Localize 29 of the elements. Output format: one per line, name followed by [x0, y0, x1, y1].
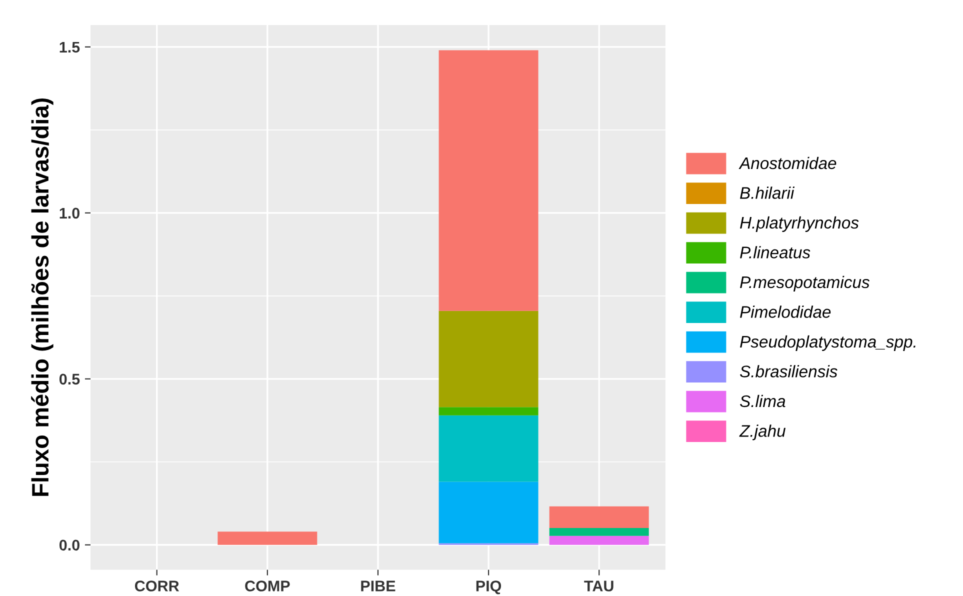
- bar: [438, 415, 538, 482]
- y-tick-label: 0.0: [59, 540, 80, 551]
- legend-label: B.hilarii: [740, 186, 795, 199]
- legend-label: S.brasiliensis: [740, 365, 838, 378]
- bar: [438, 310, 538, 408]
- legend-label: Pimelodidae: [740, 306, 831, 318]
- y-axis-title: Fluxo médio (milhões de larvas/dia): [31, 98, 54, 496]
- y-tick-label: 0.5: [59, 374, 80, 385]
- bar: [438, 50, 538, 311]
- x-tick-label: CORR: [134, 580, 180, 592]
- x-tick-label: COMP: [245, 580, 290, 592]
- legend-label: Pseudoplatystoma_spp.: [740, 335, 916, 351]
- bar: [438, 482, 538, 544]
- x-tick-label: TAU: [584, 580, 614, 592]
- bar: [218, 532, 318, 545]
- legend-label: P.lineatus: [740, 246, 810, 258]
- legend-label: S.lima: [740, 394, 786, 408]
- legend-label: Anostomidae: [738, 156, 836, 170]
- legend-label: H.platyrhynchos: [740, 216, 859, 232]
- x-tick-label: PIQ: [476, 580, 502, 594]
- bar: [549, 536, 649, 545]
- bar: [438, 407, 538, 416]
- y-tick-label: 1.5: [60, 42, 80, 53]
- bar: [549, 528, 649, 536]
- legend-label: P.mesopotamicus: [740, 276, 870, 292]
- y-tick-label: 1.0: [60, 208, 80, 219]
- legend-label: Z.jahu: [739, 424, 786, 440]
- x-tick-label: PIBE: [361, 580, 396, 592]
- bar: [549, 506, 649, 528]
